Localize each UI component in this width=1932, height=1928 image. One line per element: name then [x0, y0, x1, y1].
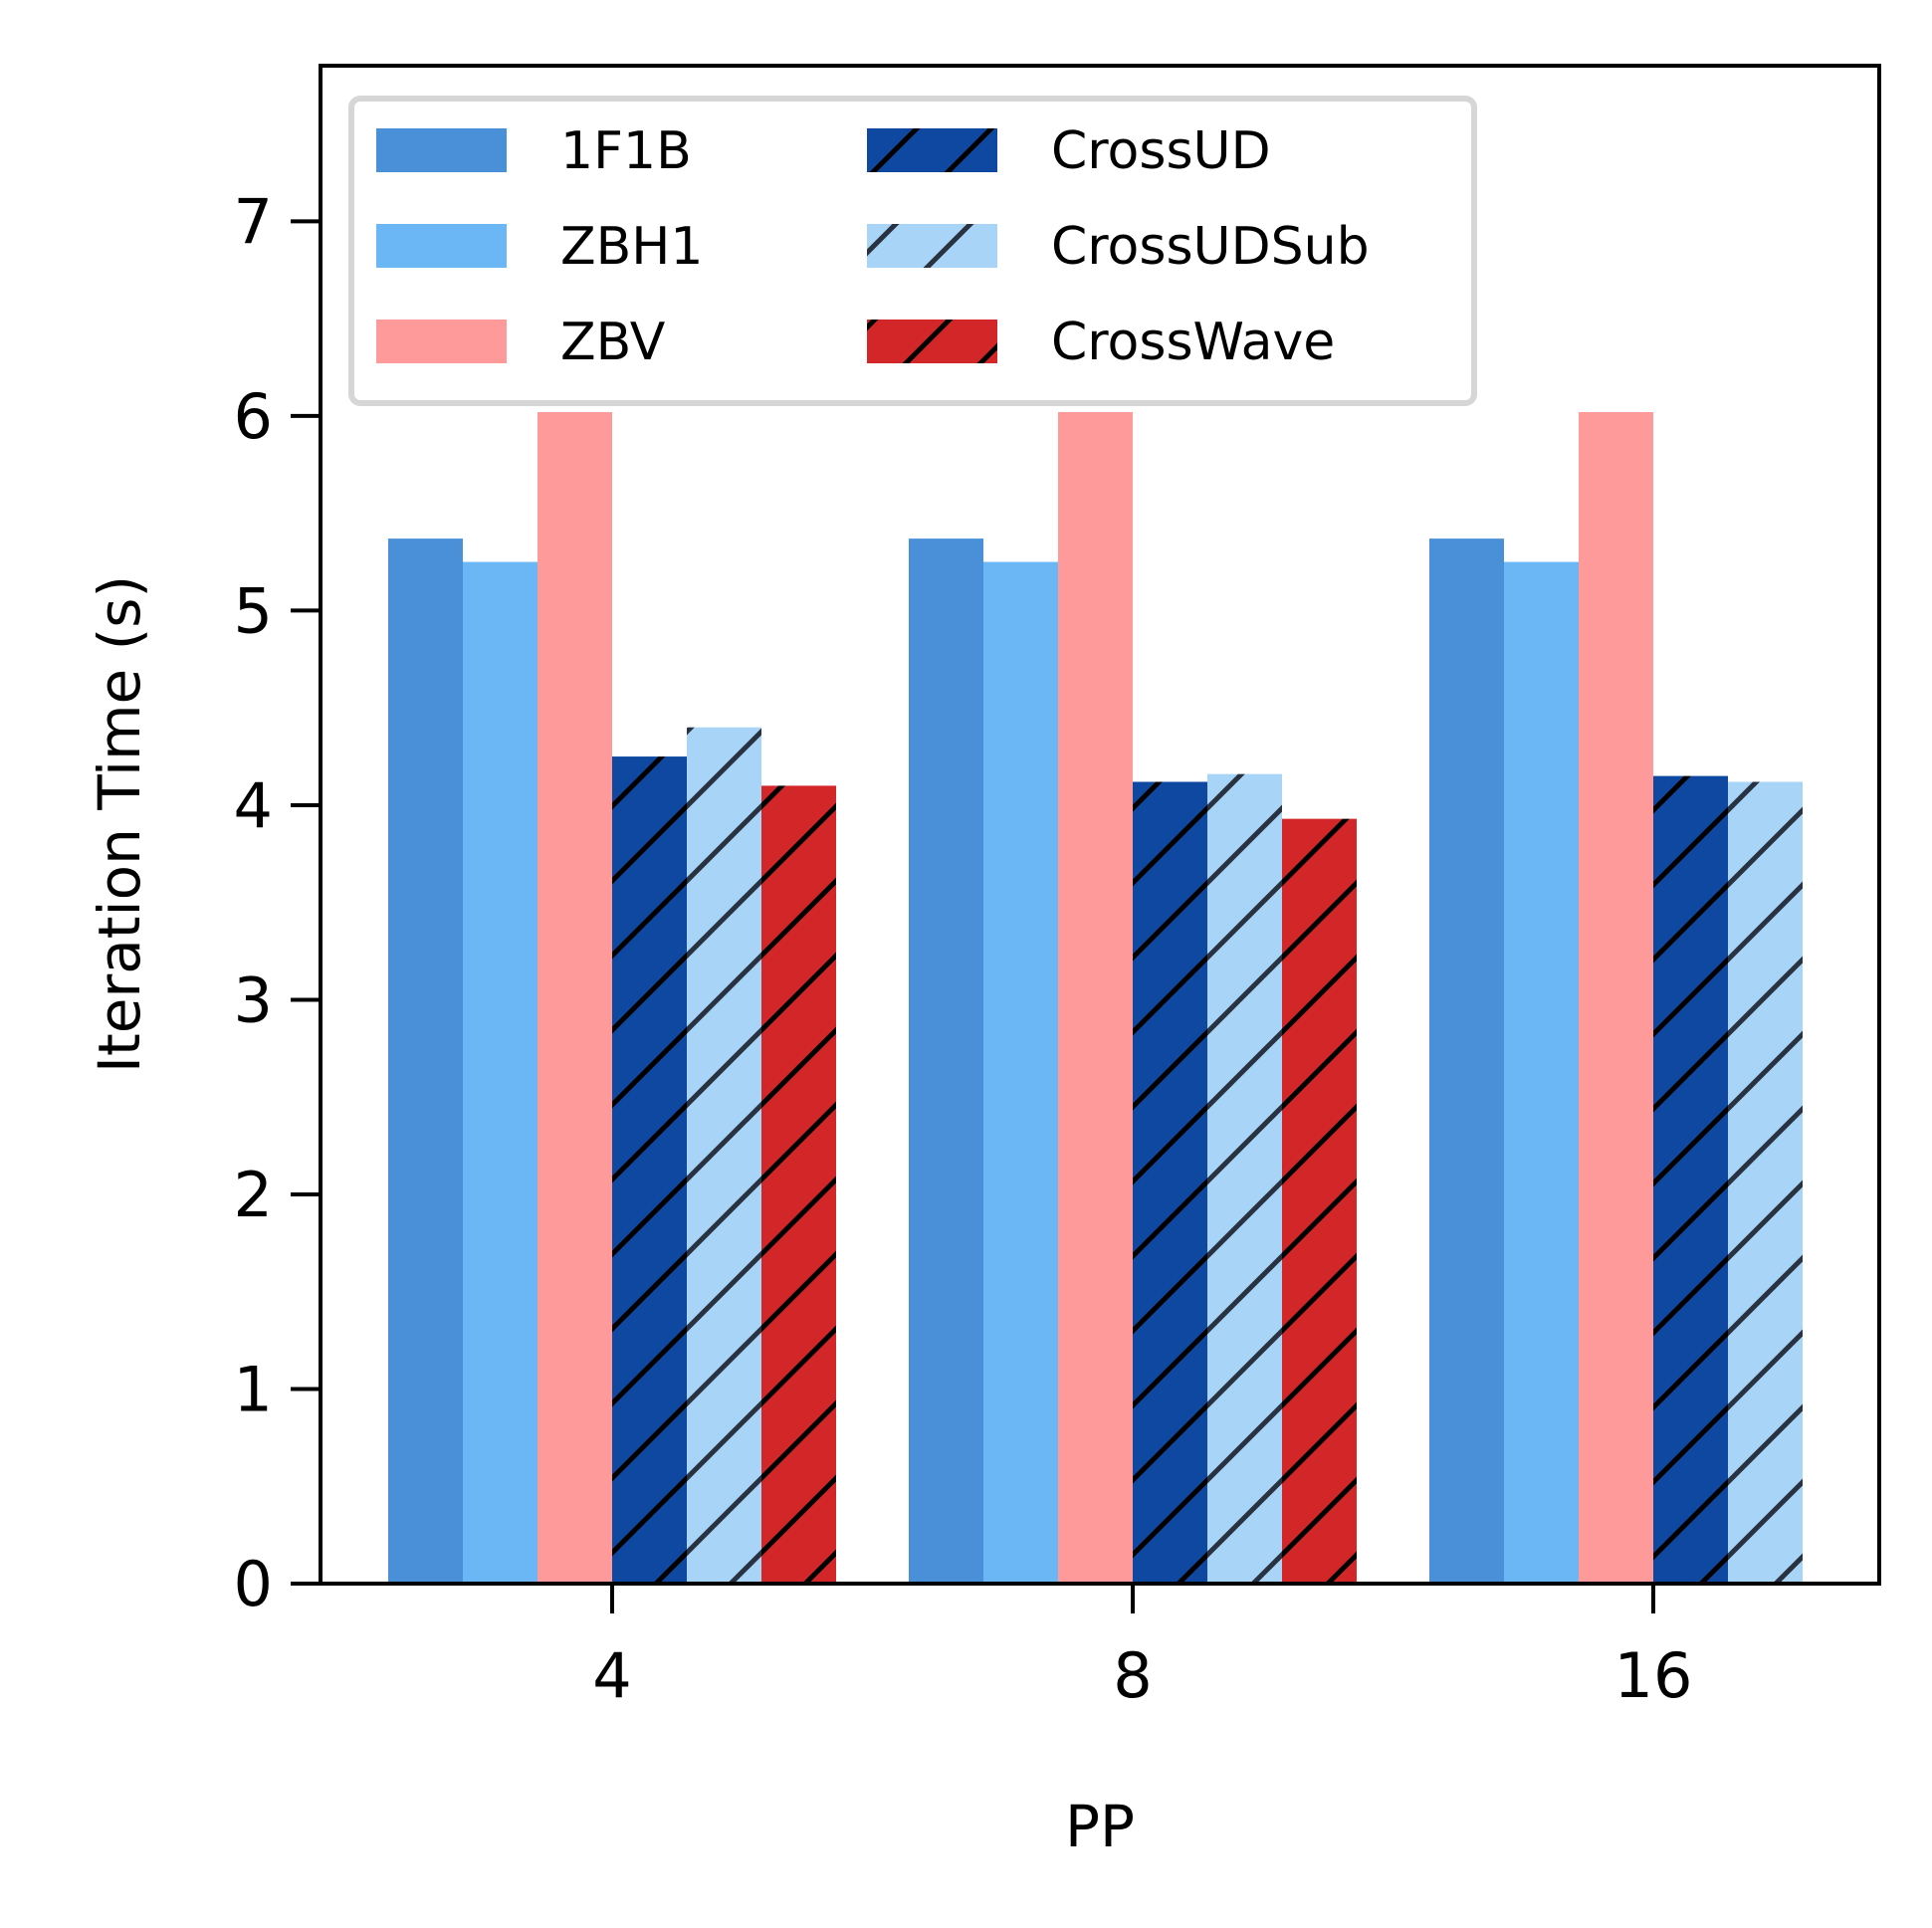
y-tick-label: 0	[234, 1548, 273, 1620]
legend-label-crossudsub: CrossUDSub	[1051, 217, 1370, 277]
bar-zbv-pp4	[537, 412, 612, 1584]
bar-1f1b-pp4	[388, 538, 463, 1584]
y-axis: 0 1 2 3 4 5 6 7	[234, 185, 321, 1620]
y-tick-label: 4	[234, 769, 273, 842]
bars-layer	[388, 412, 1803, 1585]
x-tick-label: 4	[592, 1639, 631, 1712]
legend-swatch-zbh1	[376, 224, 507, 268]
legend-label-crossud: CrossUD	[1051, 121, 1271, 181]
legend-swatch-crossudsub	[867, 224, 997, 268]
y-tick-label: 1	[234, 1353, 273, 1425]
bar-crossudsub-pp8	[1207, 773, 1282, 1584]
legend-swatch-crosswave	[867, 320, 997, 363]
bar-1f1b-pp8	[909, 538, 983, 1584]
y-tick-label: 5	[234, 574, 273, 647]
x-tick-label: 8	[1113, 1639, 1152, 1712]
legend-label-zbv: ZBV	[560, 313, 666, 372]
x-axis: 4 8 16	[592, 1584, 1692, 1712]
bar-crossud-pp8	[1133, 781, 1207, 1584]
bar-zbv-pp8	[1058, 412, 1133, 1584]
legend-label-crosswave: CrossWave	[1051, 313, 1335, 372]
plot-frame	[319, 64, 1881, 1586]
bar-crosswave-pp8	[1282, 818, 1357, 1584]
bar-crossud-pp16	[1653, 775, 1728, 1584]
bar-zbh1-pp4	[463, 561, 537, 1585]
legend: 1F1B ZBH1 ZBV CrossUD CrossUDSub CrossWave	[348, 96, 1477, 406]
y-tick-label: 7	[234, 185, 273, 258]
y-tick-label: 6	[234, 380, 273, 453]
legend-swatch-zbv	[376, 320, 507, 363]
y-axis-label: Iteration Time (s)	[86, 575, 153, 1073]
bar-1f1b-pp16	[1429, 538, 1504, 1584]
bar-zbh1-pp8	[983, 561, 1058, 1585]
legend-label-zbh1: ZBH1	[560, 217, 703, 277]
legend-label-1f1b: 1F1B	[560, 121, 692, 181]
y-tick-label: 2	[234, 1159, 273, 1231]
bar-crosswave-pp4	[761, 785, 836, 1584]
bar-crossudsub-pp4	[687, 727, 761, 1584]
bar-crossud-pp4	[612, 756, 687, 1584]
x-tick-label: 16	[1614, 1639, 1693, 1712]
bar-zbv-pp16	[1579, 412, 1653, 1584]
bar-crossudsub-pp16	[1728, 781, 1803, 1584]
bar-zbh1-pp16	[1504, 561, 1579, 1585]
x-axis-label: PP	[1065, 1793, 1135, 1860]
legend-swatch-1f1b	[376, 128, 507, 172]
legend-swatch-crossud	[867, 128, 997, 172]
y-tick-label: 3	[234, 964, 273, 1036]
